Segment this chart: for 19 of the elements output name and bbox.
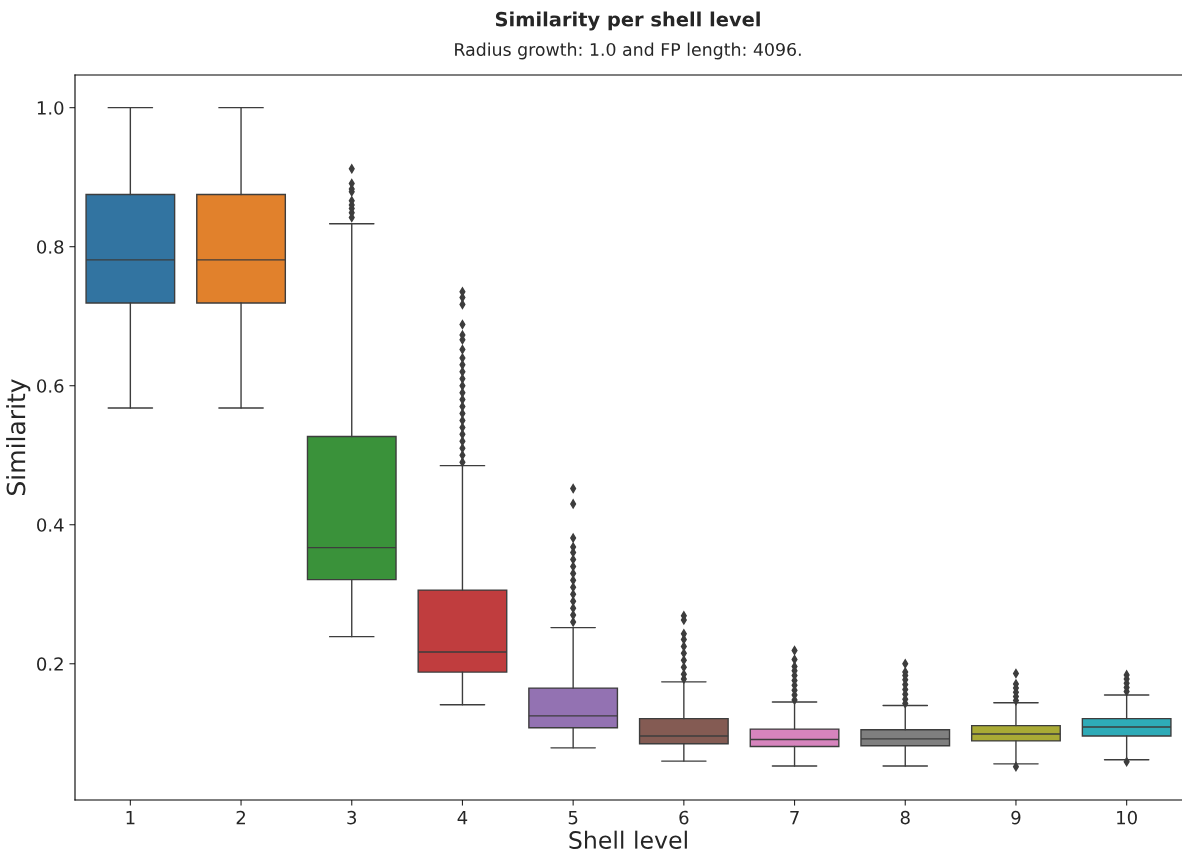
x-tick-label: 2 <box>236 810 245 825</box>
x-axis-title: Shell level <box>569 830 687 849</box>
x-tick-label: 1 <box>126 810 135 825</box>
y-tick-label: 0.6 <box>37 379 64 393</box>
y-axis-title: Similarity <box>6 379 31 495</box>
x-tick-label: 6 <box>679 810 689 825</box>
x-tick-label: 7 <box>790 810 799 825</box>
x-tick-label: 4 <box>457 810 468 825</box>
chart-subtitle: Radius growth: 1.0 and FP length: 4096. <box>455 42 801 60</box>
x-tick-label: 9 <box>1011 810 1021 825</box>
y-tick-label: 0.4 <box>37 518 64 532</box>
chart-title: Similarity per shell level <box>495 11 760 31</box>
x-tick-label: 5 <box>568 810 578 825</box>
x-tick-label: 8 <box>900 810 910 825</box>
x-tick-label: 3 <box>347 810 357 825</box>
y-tick-label: 0.2 <box>37 657 63 671</box>
y-tick-label: 1.0 <box>37 101 64 115</box>
x-tick-label: 10 <box>1117 810 1137 825</box>
y-tick-label: 0.8 <box>37 240 64 254</box>
